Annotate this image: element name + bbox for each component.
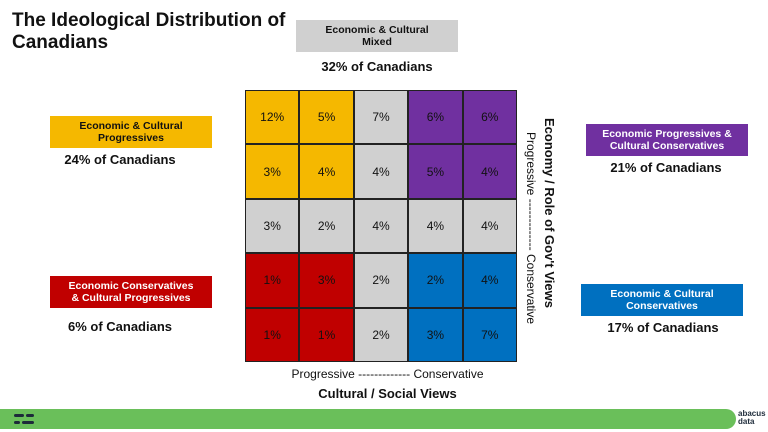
- cell-label: 4%: [372, 164, 390, 179]
- cell: 2%: [353, 307, 409, 362]
- segment-box: Economic & Cultural Mixed: [296, 20, 458, 52]
- cell-label: 12%: [260, 110, 285, 125]
- cell: 6%: [408, 90, 463, 145]
- segment-share: 21% of Canadians: [610, 160, 722, 175]
- segment-box: Economic & Cultural Progressives: [50, 116, 212, 148]
- cell: 7%: [462, 307, 517, 362]
- cell: 5%: [408, 144, 463, 199]
- brand: abacus data: [738, 409, 766, 426]
- cell-label: 4%: [317, 164, 336, 179]
- cell: 3%: [245, 198, 300, 254]
- cell-label: 6%: [426, 110, 445, 125]
- cell: 1%: [245, 253, 300, 308]
- cell-label: 2%: [426, 273, 445, 288]
- cell-label: 1%: [317, 327, 336, 342]
- cell-label: 6%: [481, 110, 499, 125]
- cell: 1%: [299, 307, 354, 362]
- cell-label: 2%: [372, 273, 390, 288]
- cell-label: 2%: [317, 218, 336, 233]
- segment-box: Economic & Cultural Conservatives: [581, 284, 743, 316]
- cell: 1%: [245, 307, 300, 362]
- segment-share: 32% of Canadians: [321, 59, 433, 74]
- cell-label: 4%: [481, 164, 499, 179]
- cell: 3%: [299, 253, 354, 308]
- cell: 2%: [299, 198, 354, 254]
- cell: 4%: [462, 253, 517, 308]
- cell-label: 7%: [372, 110, 390, 125]
- cell-label: 5%: [317, 110, 336, 125]
- cell-label: 4%: [481, 273, 499, 288]
- cell-label: 4%: [481, 218, 499, 233]
- cell: 2%: [408, 253, 463, 308]
- logo-icon: [22, 421, 34, 424]
- logo-icon: [26, 414, 34, 417]
- logo-icon: [14, 414, 24, 417]
- segment-box: Economic Progressives & Cultural Conserv…: [586, 124, 748, 156]
- cell: 6%: [462, 90, 517, 145]
- cell: 7%: [353, 90, 409, 145]
- segment-share: 24% of Canadians: [64, 152, 176, 167]
- x-axis-label: Cultural / Social Views: [318, 386, 457, 401]
- cell: 4%: [353, 198, 409, 254]
- cell: 4%: [462, 198, 517, 254]
- y-axis-label: Economy / Role of Gov't Views: [542, 118, 557, 308]
- cell-label: 3%: [426, 327, 445, 342]
- cell: 12%: [245, 90, 300, 145]
- cell-label: 4%: [372, 218, 390, 233]
- cell: 3%: [245, 144, 300, 199]
- grid: 12% 5% 7% 6% 6% 3% 4% 4% 5% 4% 3% 2% 4% 4% 4% 1% 3% 2% 2% 4…: [245, 90, 517, 362]
- cell-label: 3%: [263, 164, 281, 179]
- cell-label: 2%: [372, 327, 390, 342]
- cell: 4%: [353, 144, 409, 199]
- cell: 3%: [408, 307, 463, 362]
- cell: 4%: [408, 198, 463, 254]
- cell-label: 1%: [263, 327, 281, 342]
- cell: 4%: [462, 144, 517, 199]
- cell-label: 3%: [317, 273, 336, 288]
- chart-title: The Ideological Distribution of Canadian…: [12, 10, 286, 53]
- segment-share: 17% of Canadians: [607, 320, 719, 335]
- footer-bar: [0, 409, 736, 429]
- cell-label: 3%: [263, 218, 281, 233]
- cell: 2%: [353, 253, 409, 308]
- segment-share: 6% of Canadians: [67, 319, 173, 334]
- cell-label: 1%: [263, 273, 281, 288]
- cell-label: 4%: [426, 218, 445, 233]
- x-scale-label: Progressive ------------- Conservative: [291, 367, 484, 381]
- cell: 4%: [299, 144, 354, 199]
- logo-icon: [14, 421, 20, 424]
- cell-label: 7%: [481, 327, 499, 342]
- y-scale-label: Progressive ------------- Conservative: [524, 131, 538, 324]
- segment-box: Economic Conservatives & Cultural Progre…: [50, 276, 212, 308]
- cell-label: 5%: [426, 164, 445, 179]
- cell: 5%: [299, 90, 354, 145]
